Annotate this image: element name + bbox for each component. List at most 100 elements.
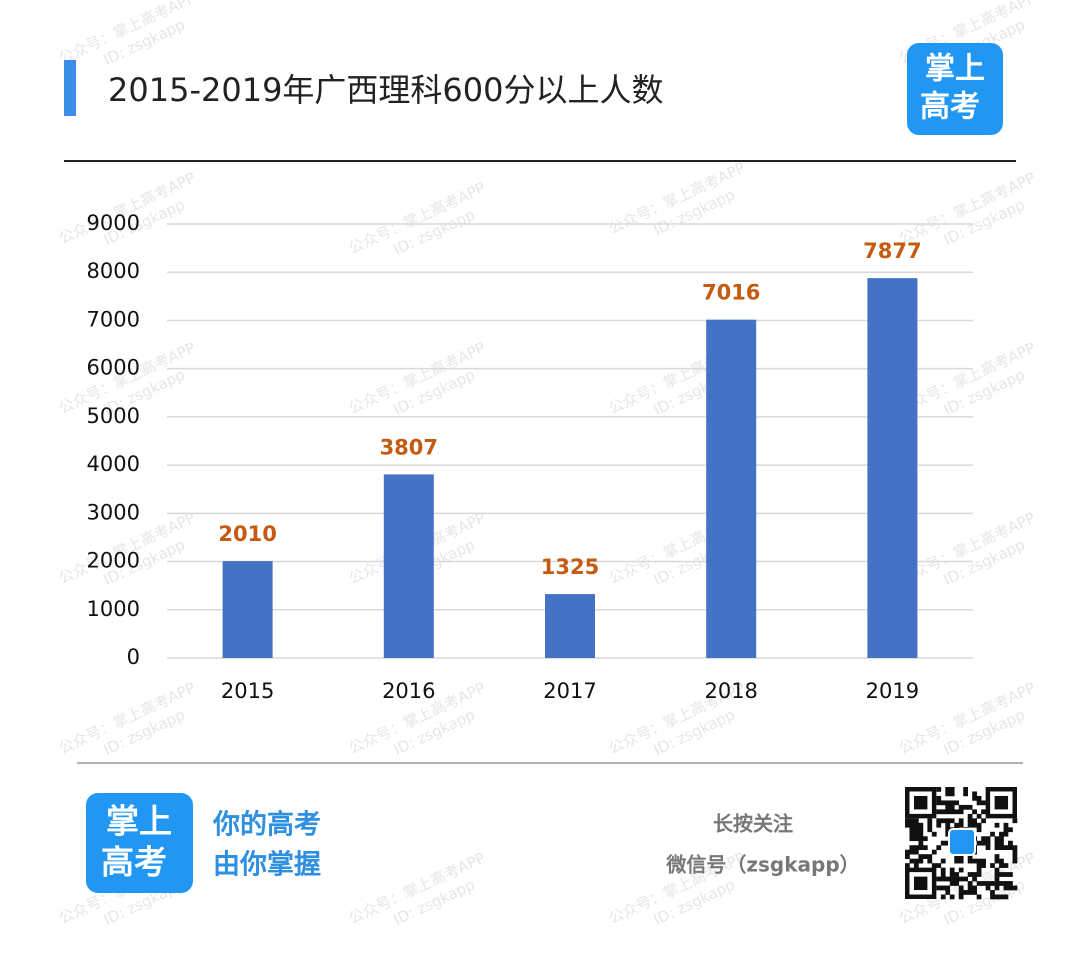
qr-module [999,858,1004,864]
qr-module [913,827,919,833]
qr-module [976,867,982,873]
qr-module [931,831,937,837]
qr-module [905,849,910,855]
qr-module [918,836,924,842]
bar [867,278,918,658]
qr-module [936,787,942,792]
qr-module [985,845,991,851]
qr-module [936,800,942,806]
qr-module [913,845,919,851]
qr-module [1012,845,1018,851]
logo-text: 掌上 [106,802,172,841]
qr-module [954,854,960,859]
qr-module [922,836,928,842]
x-tick-label: 2017 [543,679,596,703]
qr-module [949,867,955,873]
qr-module [1008,840,1013,846]
qr-finder [994,795,1009,810]
qr-module [949,787,955,792]
qr-module [958,854,964,859]
logo-bg [86,793,193,893]
qr-module [913,818,919,824]
qr-module [945,890,951,895]
qr-module [905,863,910,868]
qr-module [963,890,969,895]
qr-module [936,876,942,882]
logo-bg [907,43,1003,135]
x-tick-label: 2016 [382,679,435,703]
qr-finder [913,795,928,810]
qr-module [967,813,973,819]
qr-module [976,800,982,806]
chart-title: 2015-2019年广西理科600分以上人数 [108,71,664,109]
qr-module [949,818,955,824]
qr-module [990,881,995,886]
qr-module [1003,827,1009,833]
qr-module [976,894,982,900]
qr-module [905,854,910,859]
qr-module [976,813,982,819]
value-label: 7016 [702,281,760,305]
bar [383,474,434,658]
qr-module [945,831,951,837]
qr-module [945,791,951,797]
qr-module [981,863,986,868]
qr-module [949,872,955,877]
qr-module [994,867,1000,873]
qr-module [954,822,960,828]
qr-module [981,858,986,864]
qr-module [1012,818,1018,824]
y-tick-label: 1000 [87,597,140,621]
qr-module [909,836,915,842]
qr-module [927,858,933,864]
qr-module [1003,881,1009,886]
qr-module [940,885,946,891]
qr-module [967,872,973,877]
qr-module [954,809,960,815]
qr-module [913,836,919,842]
y-tick-label: 9000 [87,211,140,235]
value-label: 3807 [380,435,438,459]
qr-module [963,804,969,810]
qr-module [981,818,986,824]
qr-module [985,836,991,842]
qr-module [1012,849,1018,855]
value-label: 7877 [863,239,921,263]
qr-module [967,854,973,859]
qr-module [945,885,951,891]
qr-module [994,885,1000,891]
qr-module [954,858,960,864]
qr-module [927,818,933,824]
slogan: 由你掌握 [213,850,321,881]
qr-module [949,881,955,886]
qr-module [958,818,964,824]
qr-module [1003,885,1009,891]
qr-module [990,831,995,837]
qr-module [981,836,986,842]
qr-module [994,840,1000,846]
qr-module [940,840,946,846]
qr-module [963,787,969,792]
qr-module [927,827,933,833]
qr-module [945,804,951,810]
qr-module [1003,822,1009,828]
qr-logo [948,828,976,856]
qr-module [931,849,937,855]
qr-module [972,791,977,797]
qr-module [999,831,1004,837]
qr-module [945,840,951,846]
x-tick-label: 2015 [221,679,274,703]
qr-module [958,885,964,891]
follow-text: 长按关注 [713,812,793,836]
qr-module [918,822,924,828]
qr-module [958,867,964,873]
qr-module [936,809,942,815]
logo-text: 高考 [101,843,167,882]
qr-module [972,818,977,824]
qr-module [940,867,946,873]
qr-module [949,804,955,810]
qr-module [1008,845,1013,851]
qr-module [918,840,924,846]
qr-module [967,881,973,886]
qr-module [936,863,942,868]
